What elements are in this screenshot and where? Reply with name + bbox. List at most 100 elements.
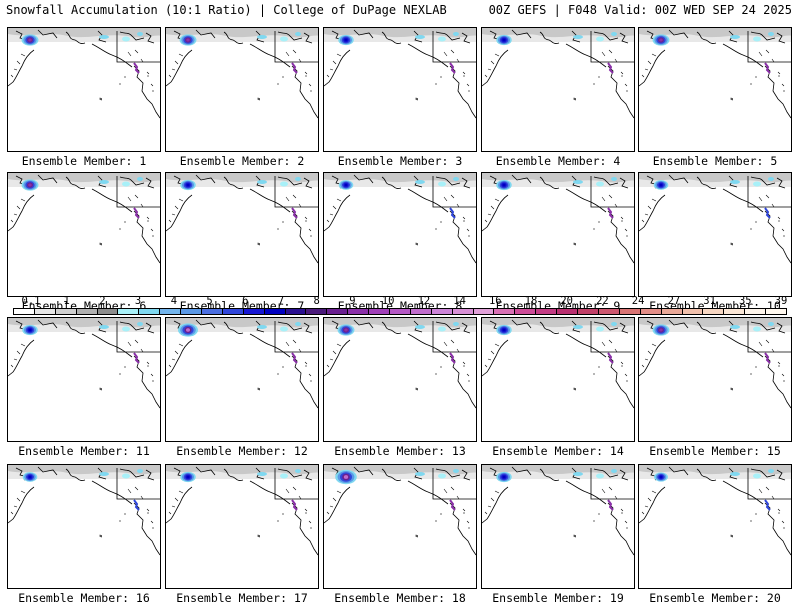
snowfall-coastal-streak xyxy=(133,499,140,511)
snowfall-patch xyxy=(280,473,288,479)
valid-time-label: 00Z GEFS | F048 Valid: 00Z WED SEP 24 20… xyxy=(488,3,792,17)
panel-caption-15: Ensemble Member: 15 xyxy=(649,444,781,458)
snowfall-patch xyxy=(573,180,583,184)
legend-swatch xyxy=(661,309,683,314)
legend-tick-label: 12 xyxy=(417,295,431,307)
legend-tick-label: 6 xyxy=(242,295,249,307)
snowfall-patch xyxy=(295,177,301,181)
snowfall-patch xyxy=(99,472,109,476)
snowfall-area-12 xyxy=(178,323,198,337)
snowfall-coastal-streak xyxy=(133,207,140,219)
ensemble-panel-14 xyxy=(481,317,635,442)
ensemble-panel-13 xyxy=(323,317,477,442)
snowfall-patch xyxy=(768,32,774,36)
ensemble-panel-10 xyxy=(638,172,792,297)
legend-swatch xyxy=(410,309,432,314)
legend-swatch xyxy=(264,309,286,314)
snowfall-patch xyxy=(453,322,459,326)
snowfall-patch xyxy=(295,469,301,473)
legend-swatch xyxy=(76,309,98,314)
ensemble-panel-17 xyxy=(165,464,319,589)
legend-swatch xyxy=(222,309,244,314)
snowfall-patch xyxy=(99,180,109,184)
snowfall-area-3 xyxy=(338,34,354,46)
color-legend: 0.1 1 2 3 4 5 6 7 8 9 10 12 14 16 18 20 22 24 27 31 35 39 xyxy=(13,296,787,318)
snowfall-map-16 xyxy=(8,465,160,556)
snowfall-patch xyxy=(137,177,143,181)
snowfall-area-19 xyxy=(496,471,512,483)
snowfall-map-14 xyxy=(482,318,634,409)
ensemble-panel-3 xyxy=(323,27,477,152)
ensemble-panel-15 xyxy=(638,317,792,442)
snowfall-patch xyxy=(611,32,617,36)
panel-caption-11: Ensemble Member: 11 xyxy=(18,444,150,458)
legend-swatch xyxy=(34,309,56,314)
snowfall-coastal-streak xyxy=(133,352,140,364)
ensemble-panel-11 xyxy=(7,317,161,442)
snowfall-map-11 xyxy=(8,318,160,409)
snowfall-patch xyxy=(280,181,288,187)
snowfall-area-17 xyxy=(180,471,196,483)
legend-swatch xyxy=(202,309,223,314)
legend-tick-label: 0.1 xyxy=(21,295,41,307)
snowfall-patch xyxy=(753,473,761,479)
legend-swatch xyxy=(390,309,411,314)
panel-caption-3: Ensemble Member: 3 xyxy=(337,154,463,168)
snowfall-map-10 xyxy=(639,173,791,264)
snowfall-area-5 xyxy=(652,34,670,46)
snowfall-map-18 xyxy=(324,465,476,556)
legend-tick-label: 4 xyxy=(170,295,178,307)
snowfall-patch xyxy=(137,32,143,36)
snowfall-patch xyxy=(730,180,740,184)
panel-caption-18: Ensemble Member: 18 xyxy=(334,591,466,605)
snowfall-map-5 xyxy=(639,28,791,119)
legend-swatch xyxy=(557,309,579,314)
snowfall-patch xyxy=(611,469,617,473)
snowfall-map-4 xyxy=(482,28,634,119)
snowfall-patch xyxy=(611,322,617,326)
snowfall-area-11 xyxy=(22,324,38,336)
snowfall-map-1 xyxy=(8,28,160,119)
ensemble-panel-5 xyxy=(638,27,792,152)
snowfall-patch xyxy=(257,35,267,39)
snowfall-coastal-streak xyxy=(607,62,614,74)
snowfall-patch xyxy=(768,177,774,181)
legend-swatch xyxy=(703,309,725,314)
ensemble-panel-18 xyxy=(323,464,477,589)
legend-swatch xyxy=(327,309,349,314)
legend-tick-label: 24 xyxy=(631,295,645,307)
legend-swatch xyxy=(55,309,77,314)
snowfall-patch xyxy=(295,32,301,36)
snowfall-area-10 xyxy=(653,180,669,190)
legend-swatch xyxy=(640,309,662,314)
snowfall-patch xyxy=(573,472,583,476)
snowfall-area-16 xyxy=(22,472,38,482)
ensemble-panel-6 xyxy=(7,172,161,297)
panel-caption-12: Ensemble Member: 12 xyxy=(176,444,308,458)
ensemble-panel-16 xyxy=(7,464,161,589)
snowfall-patch xyxy=(753,36,761,42)
snowfall-patch xyxy=(280,326,288,332)
legend-swatch xyxy=(598,309,620,314)
snowfall-map-9 xyxy=(482,173,634,264)
legend-tick-label: 22 xyxy=(596,295,609,307)
snowfall-area-14 xyxy=(496,324,512,336)
legend-swatch xyxy=(578,309,599,314)
legend-swatch xyxy=(285,309,307,314)
ensemble-panel-20 xyxy=(638,464,792,589)
snowfall-map-2 xyxy=(166,28,318,119)
snowfall-patch xyxy=(415,472,425,476)
panel-caption-14: Ensemble Member: 14 xyxy=(492,444,624,458)
snowfall-patch xyxy=(415,35,425,39)
legend-swatch xyxy=(724,309,746,314)
ensemble-panel-12 xyxy=(165,317,319,442)
snowfall-patch xyxy=(122,181,130,187)
snowfall-coastal-streak xyxy=(764,499,771,511)
panel-caption-20: Ensemble Member: 20 xyxy=(649,591,781,605)
panel-caption-16: Ensemble Member: 16 xyxy=(18,591,150,605)
snowfall-patch xyxy=(753,326,761,332)
snowfall-area-15 xyxy=(652,324,670,336)
snowfall-patch xyxy=(573,35,583,39)
legend-tick-label: 3 xyxy=(134,295,142,307)
legend-tick-label: 18 xyxy=(524,295,538,307)
